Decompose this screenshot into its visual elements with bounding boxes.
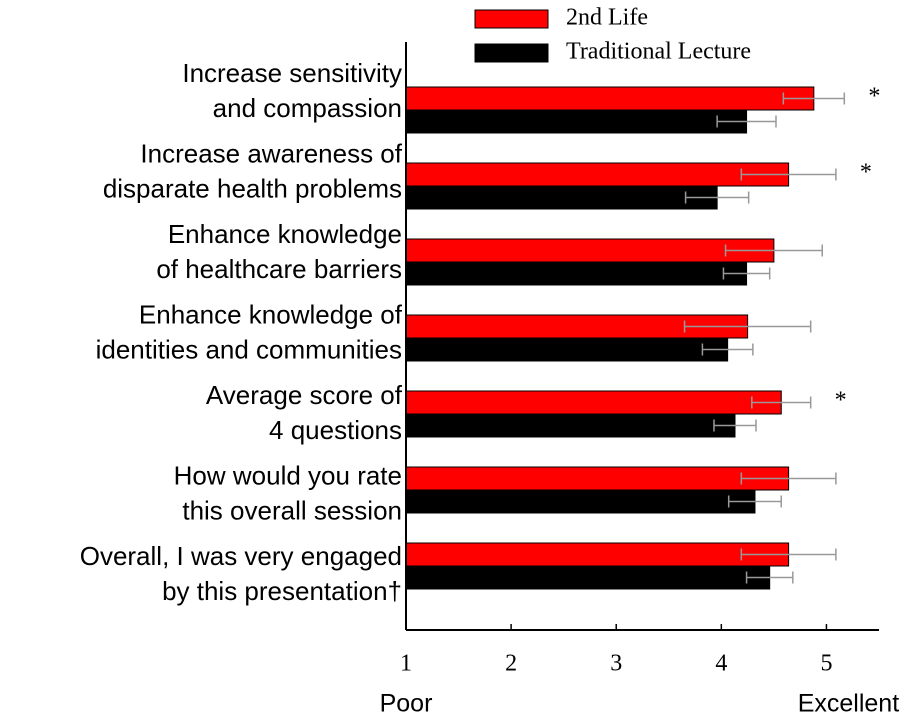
x-tick-label: 3 bbox=[610, 651, 622, 677]
legend-swatch bbox=[474, 9, 549, 29]
bar bbox=[405, 162, 790, 187]
bar bbox=[405, 109, 748, 134]
category-label: Average score of 4 questions bbox=[206, 380, 403, 445]
category-line: identities and communities bbox=[96, 334, 402, 364]
x-tick-label: 4 bbox=[715, 651, 727, 677]
category-line: Average score of bbox=[206, 380, 403, 410]
legend-label: Traditional Lecture bbox=[566, 39, 751, 65]
category-label: Enhance knowledge of healthcare barriers bbox=[156, 219, 402, 284]
category-label: How would you rate this overall session bbox=[174, 460, 402, 525]
category-line: by this presentation† bbox=[162, 576, 402, 606]
x-end-label: Poor bbox=[380, 690, 433, 718]
x-end-label: Excellent bbox=[798, 690, 899, 718]
annotation: * bbox=[860, 160, 872, 186]
category-line: this overall session bbox=[182, 495, 402, 525]
bar bbox=[405, 542, 790, 567]
category-line: Increase sensitivity bbox=[182, 58, 402, 88]
bar bbox=[405, 390, 782, 415]
category-line: disparate health problems bbox=[103, 173, 402, 203]
category-line: and compassion bbox=[213, 93, 402, 123]
annotation: * bbox=[835, 388, 847, 414]
bar bbox=[405, 565, 771, 590]
x-tick-label: 2 bbox=[505, 651, 517, 677]
category-label: Increase awareness of disparate health pr… bbox=[103, 138, 403, 203]
category-line: 4 questions bbox=[269, 415, 402, 445]
category-line: Overall, I was very engaged bbox=[80, 541, 402, 571]
bar bbox=[405, 261, 748, 286]
legend-label: 2nd Life bbox=[566, 5, 648, 31]
x-tick-label: 5 bbox=[820, 651, 832, 677]
category-line: Enhance knowledge of bbox=[139, 299, 403, 329]
bar bbox=[405, 337, 729, 362]
category-label: Overall, I was very engaged by this prese… bbox=[80, 541, 402, 606]
bar bbox=[405, 413, 736, 438]
legend-swatch bbox=[474, 43, 549, 63]
category-line: of healthcare barriers bbox=[156, 254, 402, 284]
category-label: Enhance knowledge of identities and commu… bbox=[96, 299, 403, 364]
bar bbox=[405, 238, 775, 263]
bar bbox=[405, 489, 756, 514]
category-label: Increase sensitivity and compassion bbox=[182, 58, 402, 123]
bar bbox=[405, 86, 815, 111]
bar bbox=[405, 185, 718, 210]
bar bbox=[405, 466, 790, 491]
x-tick-label: 1 bbox=[400, 651, 412, 677]
category-line: Enhance knowledge bbox=[168, 219, 402, 249]
annotation: * bbox=[868, 84, 880, 110]
category-line: How would you rate bbox=[174, 460, 402, 490]
category-line: Increase awareness of bbox=[140, 138, 402, 168]
